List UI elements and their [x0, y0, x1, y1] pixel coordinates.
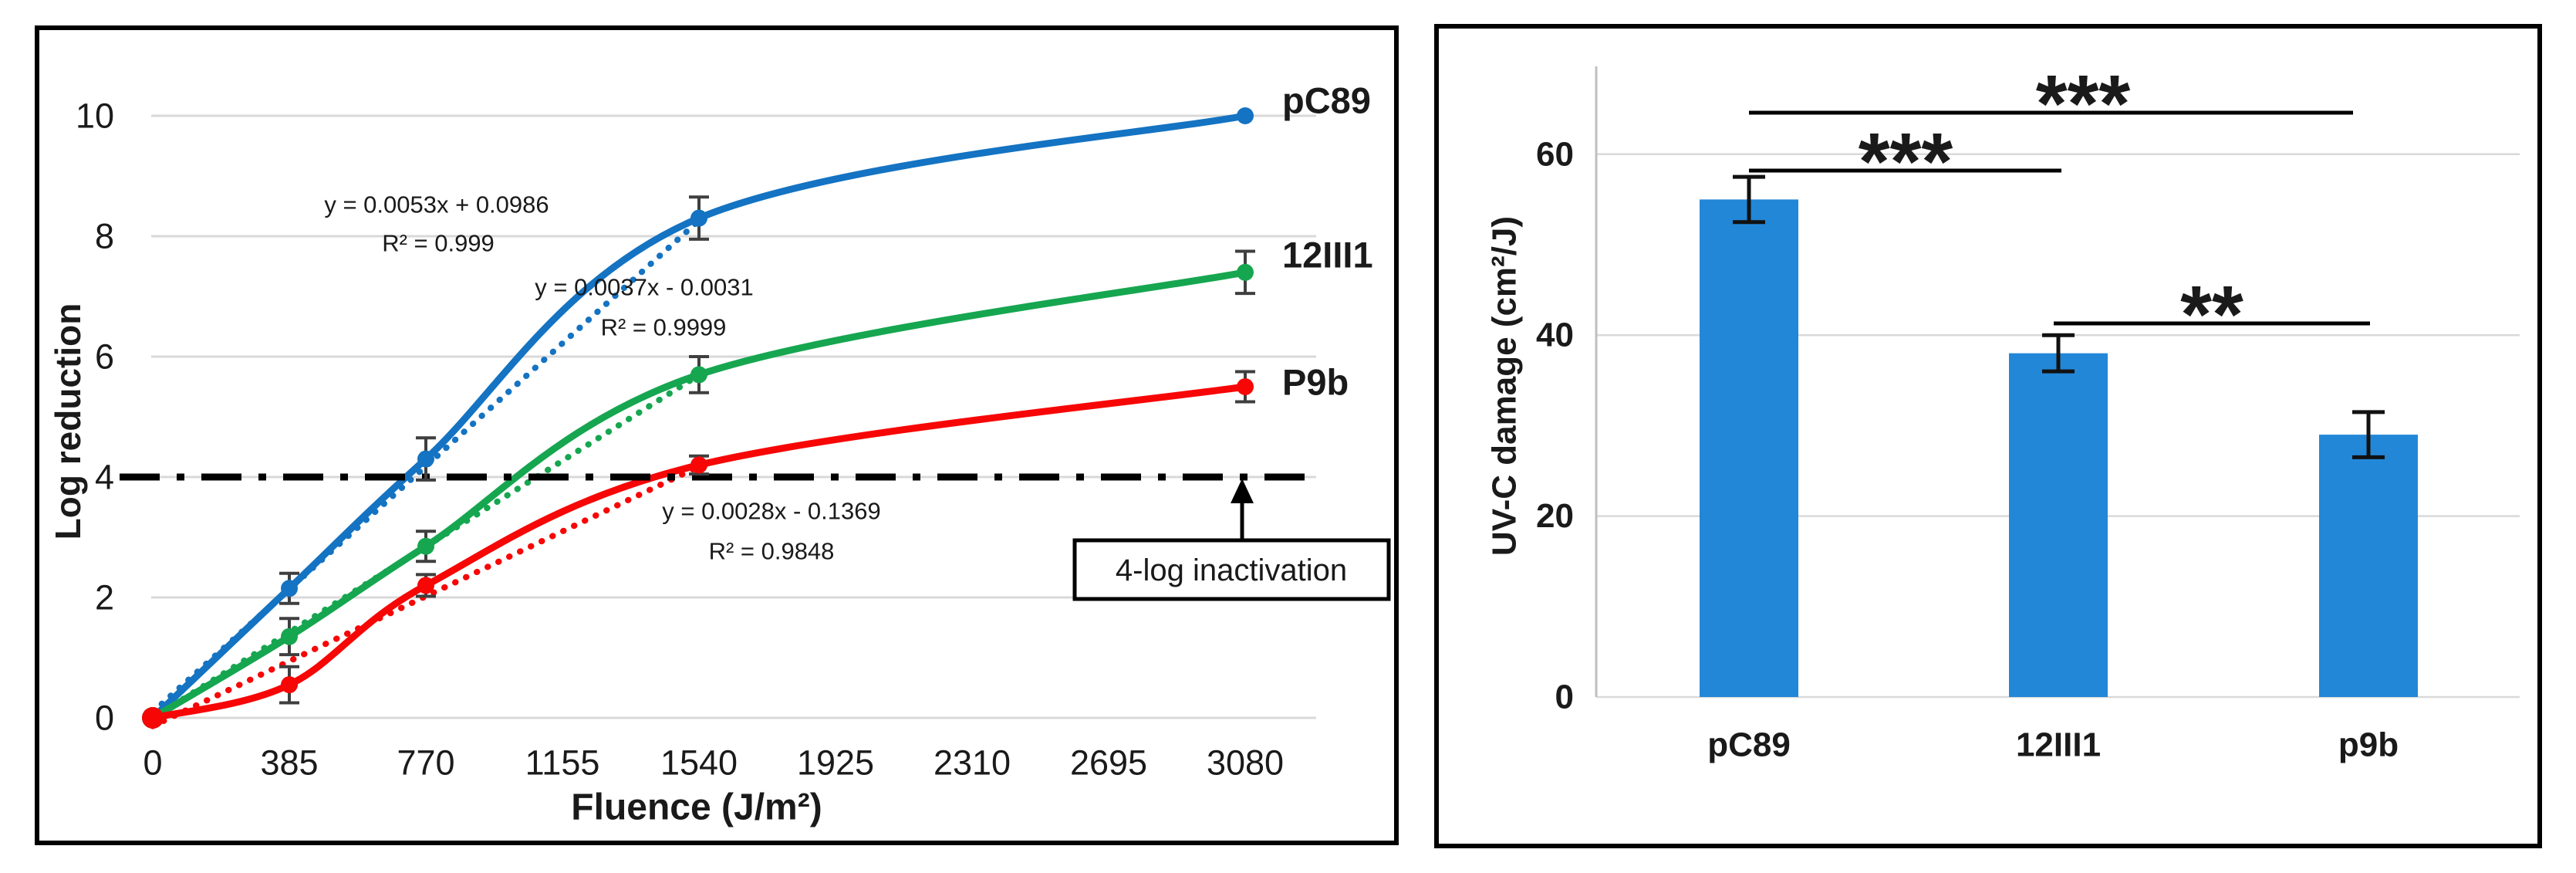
trend-equation-12III1: y = 0.0037x - 0.0031 [535, 274, 754, 301]
series-line-12III1 [149, 269, 1249, 722]
data-point-12III1 [690, 366, 707, 384]
x-tick-label: 2310 [934, 743, 1011, 783]
bar-chart: 0 20 40 60 UV-C damage (cm²/J) pC89 12III1 p9b *… [1434, 24, 2542, 848]
data-point-P9b [417, 577, 434, 594]
bar-p9b [2319, 435, 2418, 697]
annotation-box [1072, 538, 1391, 601]
trend-equation-pC89: y = 0.0053x + 0.0986 [324, 191, 549, 218]
trend-r2-12III1: R² = 0.9999 [601, 314, 727, 341]
data-point-12III1 [281, 628, 298, 645]
trend-r2-P9b: R² = 0.9848 [709, 538, 835, 565]
x-tick-label: 0 [143, 743, 162, 783]
trend-equation-P9b: y = 0.0028x - 0.1369 [662, 498, 881, 525]
x-tick-label: 770 [397, 743, 454, 783]
x-tick-label: 1925 [797, 743, 874, 783]
series-line-P9b [149, 383, 1249, 722]
significance-stars: *** [1859, 117, 1953, 207]
data-point-P9b [142, 707, 164, 729]
annotation-box-label: 4-log inactivation [1116, 553, 1347, 587]
y-tick-label: 8 [95, 217, 114, 256]
y-tick-label: 0 [95, 699, 114, 738]
data-point-pC89 [417, 450, 434, 468]
data-point-P9b [690, 456, 707, 474]
annotation-arrow-head [1231, 479, 1254, 503]
x-axis-title: Fluence (J/m²) [571, 787, 822, 828]
bar-pC89 [1700, 199, 1798, 697]
y-tick-label: 10 [76, 96, 114, 136]
x-tick-label: 1540 [660, 743, 738, 783]
data-point-12III1 [1237, 263, 1254, 281]
x-tick-label: 2695 [1070, 743, 1147, 783]
y-tick-label: 20 [1536, 497, 1574, 535]
y-tick-label: 6 [95, 337, 114, 377]
data-point-12III1 [417, 537, 434, 555]
y-axis-title: Log reduction [48, 303, 88, 540]
data-point-P9b [1237, 378, 1254, 395]
significance-stars: ** [2180, 269, 2243, 360]
data-point-pC89 [690, 209, 707, 227]
y-tick-label: 2 [95, 578, 114, 618]
bar-12III1 [2009, 353, 2108, 697]
significance-stars: *** [2036, 59, 2131, 149]
x-tick-label: 3080 [1207, 743, 1284, 783]
line-chart: 0 2 4 6 8 10 0 385 770 1155 1540 1925 2310 2695 3080 Lo… [35, 25, 1399, 845]
x-tick-label: 1155 [525, 743, 600, 783]
category-label-pC89: pC89 [1707, 726, 1791, 764]
y-tick-label: 0 [1555, 678, 1574, 716]
series-label-P9b: P9b [1282, 362, 1349, 403]
data-point-P9b [281, 676, 298, 694]
x-tick-label: 385 [260, 743, 318, 783]
y-tick-label: 40 [1536, 316, 1574, 354]
category-label-p9b: p9b [2338, 726, 2399, 764]
category-label-12III1: 12III1 [2016, 726, 2101, 764]
series-line-pC89 [149, 112, 1249, 722]
y-tick-label: 4 [95, 458, 114, 497]
y-tick-label: 60 [1536, 135, 1574, 173]
series-label-pC89: pC89 [1282, 80, 1371, 121]
series-label-12III1: 12III1 [1282, 235, 1373, 276]
y-axis-title: UV-C damage (cm²/J) [1486, 216, 1524, 556]
line-chart-panel-border [35, 25, 1399, 845]
data-point-pC89 [1237, 107, 1254, 124]
data-point-pC89 [281, 580, 298, 597]
trend-r2-pC89: R² = 0.999 [382, 230, 495, 257]
